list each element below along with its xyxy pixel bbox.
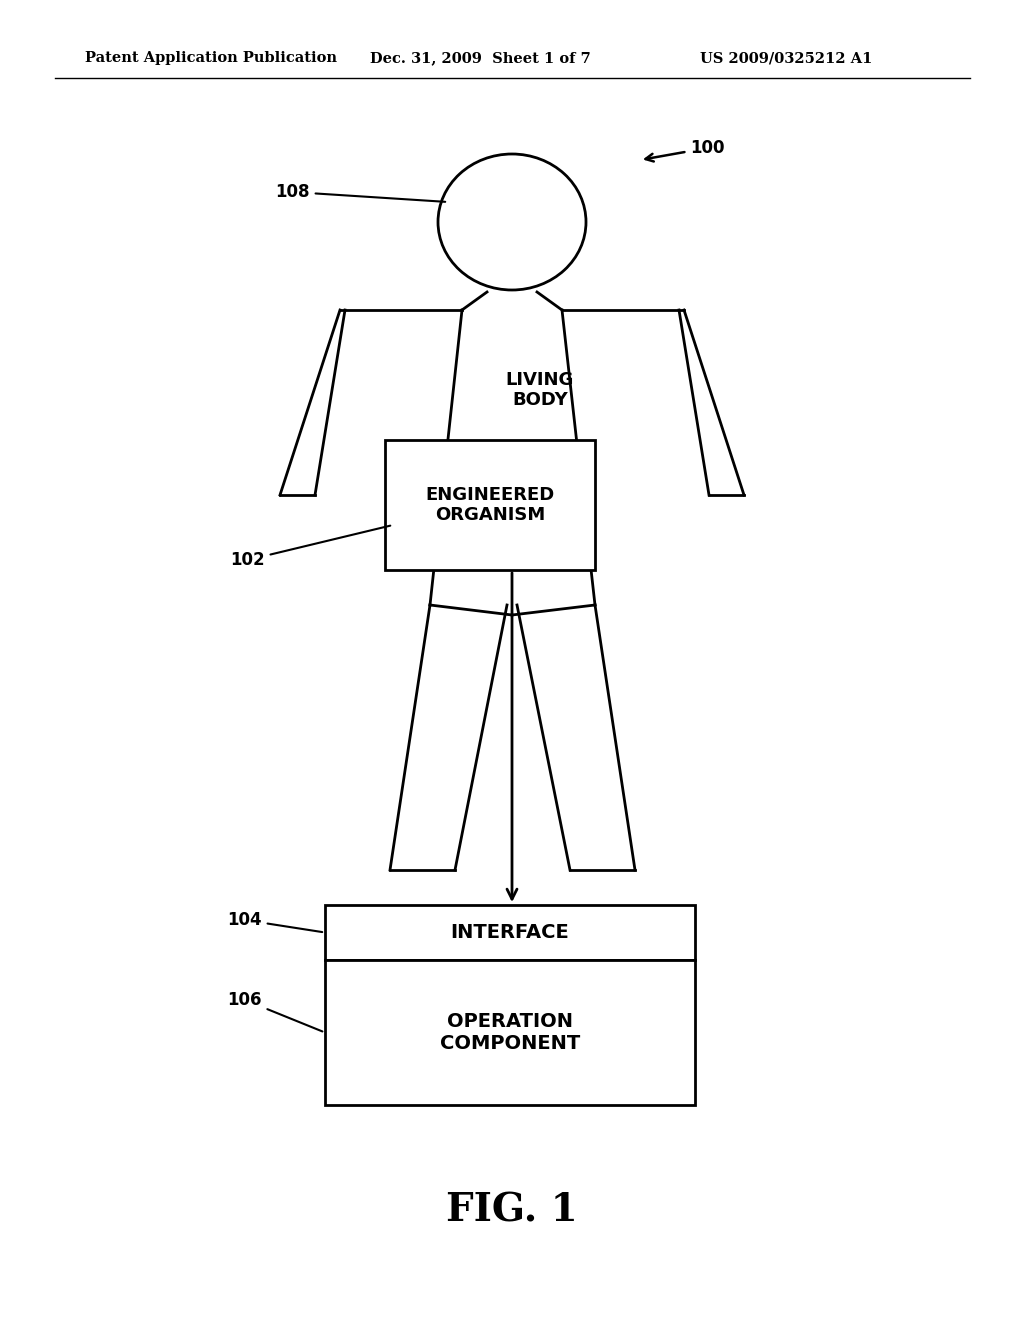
Text: Dec. 31, 2009  Sheet 1 of 7: Dec. 31, 2009 Sheet 1 of 7: [370, 51, 591, 65]
Text: INTERFACE: INTERFACE: [451, 923, 569, 942]
Text: ENGINEERED
ORGANISM: ENGINEERED ORGANISM: [425, 486, 555, 524]
Text: OPERATION
COMPONENT: OPERATION COMPONENT: [440, 1012, 581, 1053]
Text: 102: 102: [230, 525, 390, 569]
Text: 106: 106: [227, 991, 323, 1031]
Text: FIG. 1: FIG. 1: [446, 1191, 578, 1229]
Bar: [325, 960, 695, 1105]
Text: Patent Application Publication: Patent Application Publication: [85, 51, 337, 65]
Bar: [325, 906, 695, 960]
Text: 100: 100: [645, 139, 725, 161]
Text: US 2009/0325212 A1: US 2009/0325212 A1: [700, 51, 872, 65]
Text: 108: 108: [275, 183, 445, 202]
Text: LIVING
BODY: LIVING BODY: [506, 371, 574, 409]
Text: 104: 104: [227, 911, 323, 932]
Bar: [385, 440, 595, 570]
